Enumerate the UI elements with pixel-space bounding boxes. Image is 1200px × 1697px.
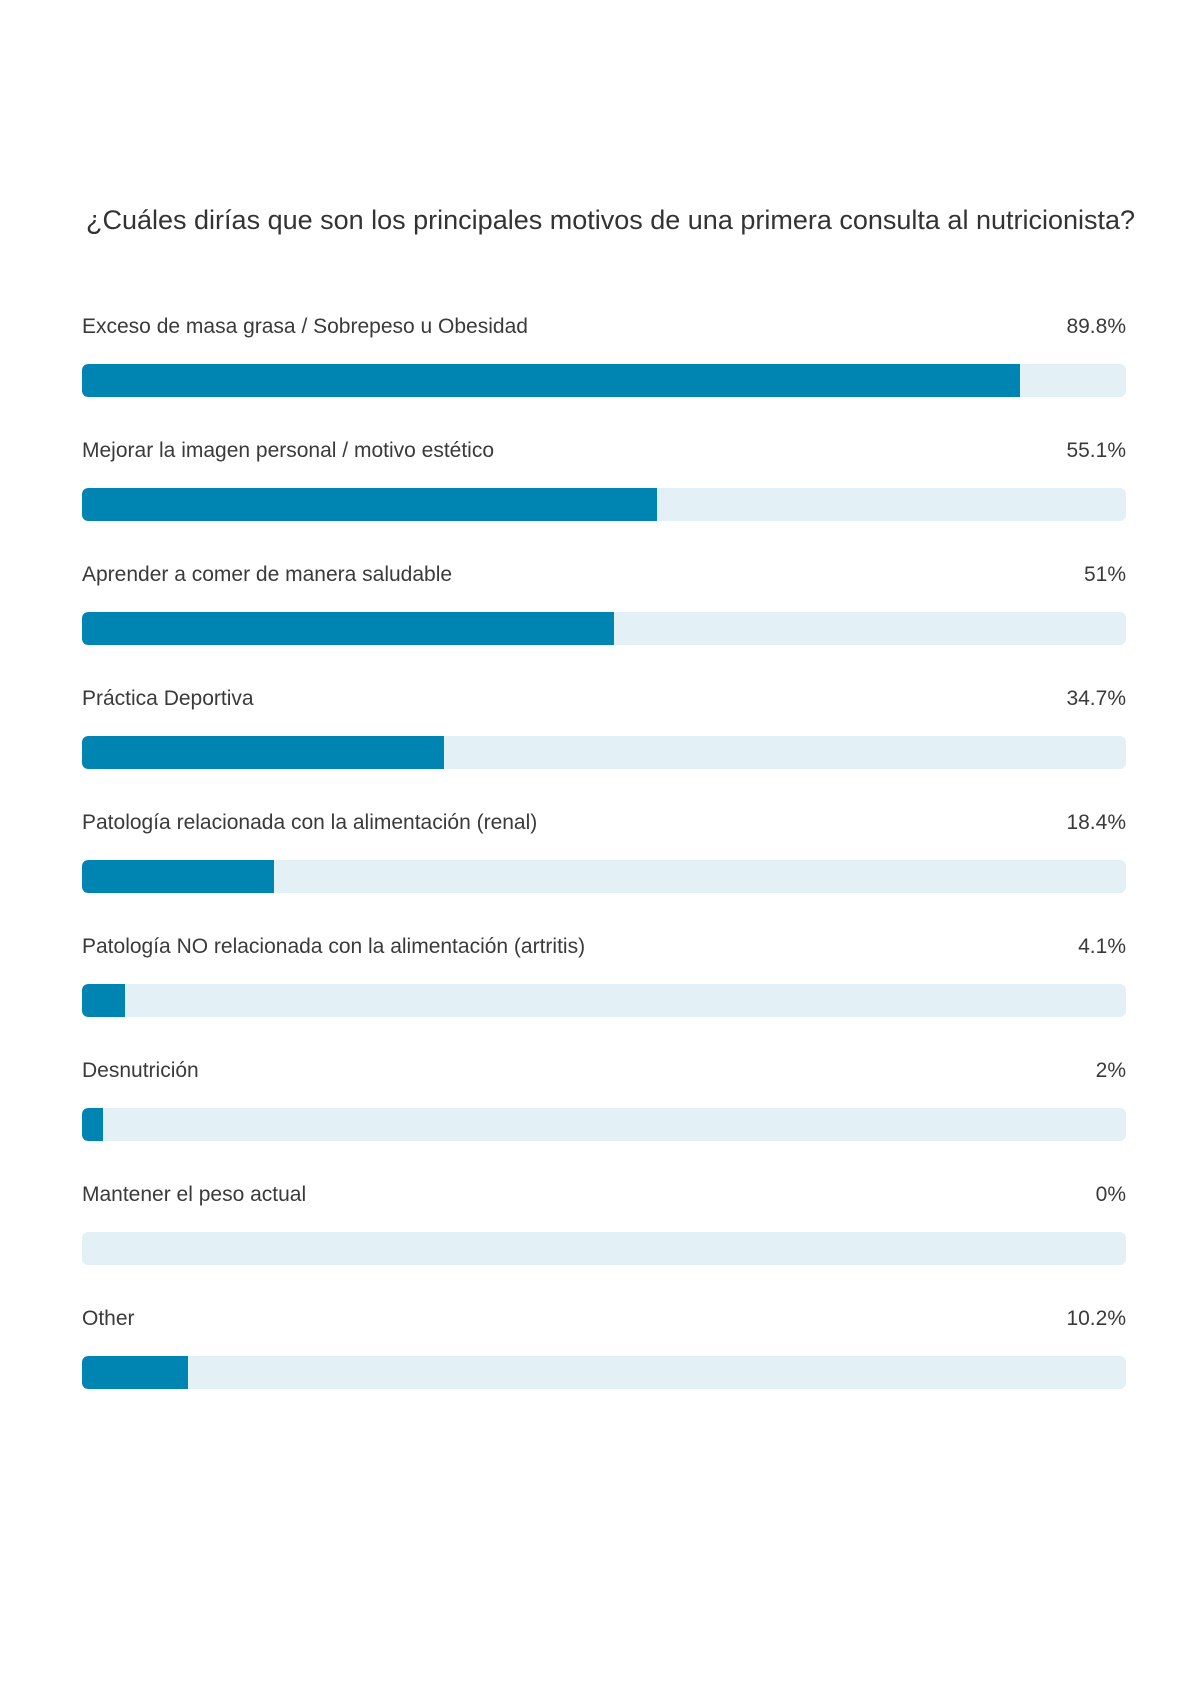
bar-row: Other 10.2%: [82, 1302, 1126, 1426]
bar-row: Exceso de masa grasa / Sobrepeso u Obesi…: [82, 310, 1126, 434]
bar-track: [82, 984, 1126, 1017]
value-label: 34.7%: [1066, 687, 1126, 710]
bar-row: Mejorar la imagen personal / motivo esté…: [82, 434, 1126, 558]
bar-track: [82, 488, 1126, 521]
bar-row: Práctica Deportiva 34.7%: [82, 682, 1126, 806]
bar-row: Patología NO relacionada con la alimenta…: [82, 930, 1126, 1054]
value-label: 18.4%: [1066, 811, 1126, 834]
value-label: 10.2%: [1066, 1307, 1126, 1330]
category-label: Patología relacionada con la alimentació…: [82, 811, 538, 834]
category-label: Desnutrición: [82, 1059, 199, 1082]
value-label: 51%: [1083, 563, 1126, 586]
bar-track: [82, 1108, 1126, 1141]
category-label: Práctica Deportiva: [82, 687, 254, 710]
category-label: Exceso de masa grasa / Sobrepeso u Obesi…: [82, 315, 528, 338]
bar: [82, 364, 1020, 397]
bar-track: [82, 364, 1126, 397]
bar-track: [82, 736, 1126, 769]
bar-rows: Exceso de masa grasa / Sobrepeso u Obesi…: [82, 310, 1126, 1426]
category-label: Other: [82, 1307, 135, 1330]
bar-row: Patología relacionada con la alimentació…: [82, 806, 1126, 930]
bar: [82, 984, 125, 1017]
category-label: Mantener el peso actual: [82, 1183, 307, 1206]
chart-title: ¿Cuáles dirías que son los principales m…: [86, 205, 1136, 235]
bar-row: Desnutrición 2%: [82, 1054, 1126, 1178]
category-label: Patología NO relacionada con la alimenta…: [82, 935, 586, 958]
category-label: Aprender a comer de manera saludable: [82, 563, 453, 586]
bar: [82, 1356, 188, 1389]
bar-row: Mantener el peso actual 0%: [82, 1178, 1126, 1302]
bar: [82, 488, 657, 521]
bar-track: [82, 1356, 1126, 1389]
value-label: 4.1%: [1078, 935, 1126, 958]
bar-track: [82, 612, 1126, 645]
value-label: 2%: [1095, 1059, 1126, 1082]
bar: [82, 1108, 103, 1141]
value-label: 55.1%: [1066, 439, 1126, 462]
bar: [82, 860, 274, 893]
bar: [82, 736, 444, 769]
bar-track: [82, 860, 1126, 893]
value-label: 0%: [1095, 1183, 1126, 1206]
bar-track: [82, 1232, 1126, 1265]
value-label: 89.8%: [1066, 315, 1126, 338]
category-label: Mejorar la imagen personal / motivo esté…: [82, 439, 495, 462]
bar-row: Aprender a comer de manera saludable 51%: [82, 558, 1126, 682]
bar: [82, 612, 614, 645]
